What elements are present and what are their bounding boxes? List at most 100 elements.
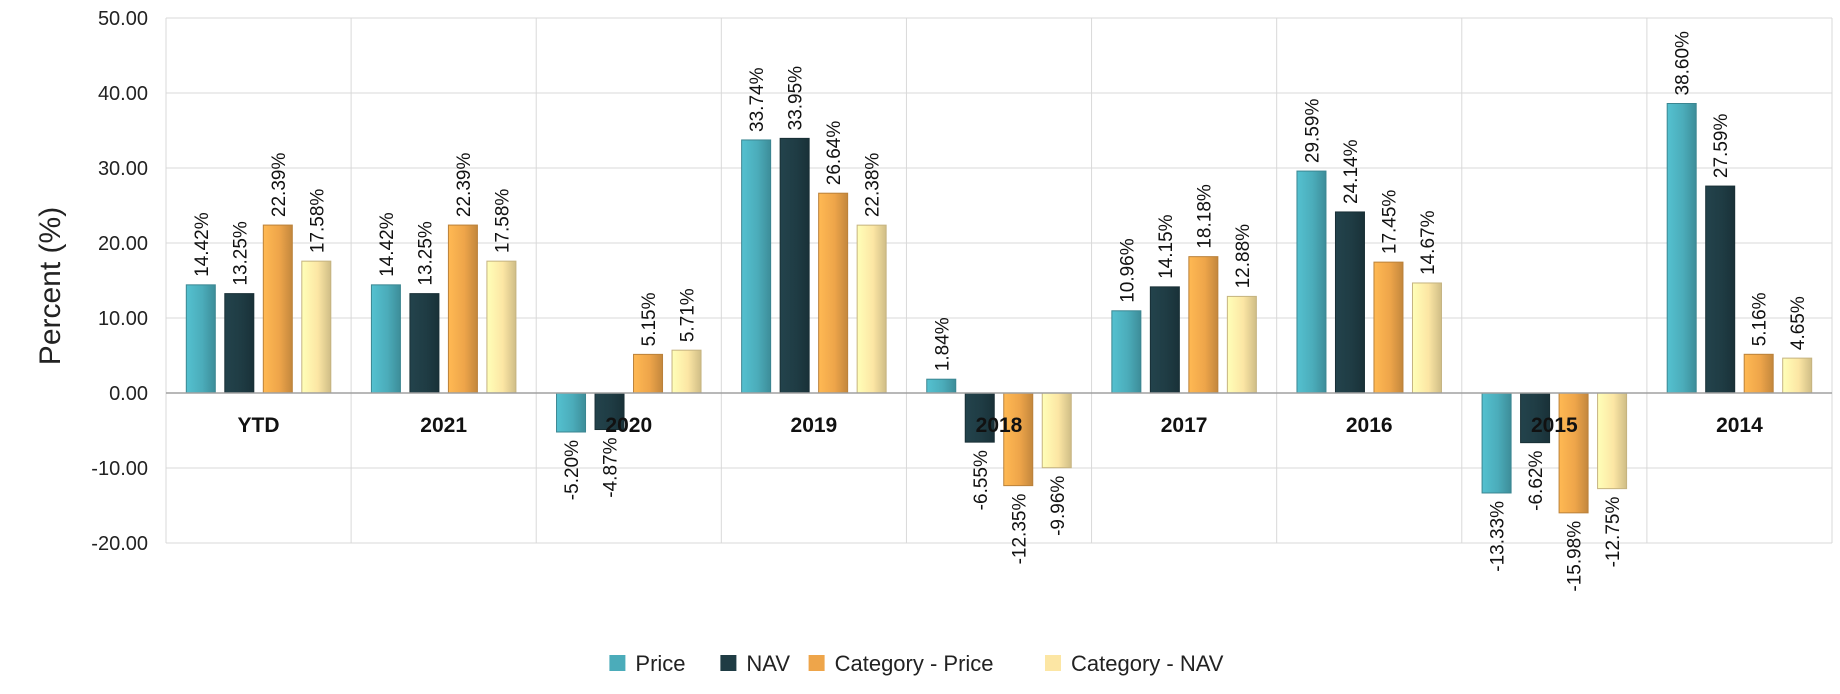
bar-price-2018 [926,378,957,394]
bar-nav-2017 [1149,286,1180,394]
legend: Price NAV Category - Price Category - NAV [609,651,1224,676]
legend-label: Category - NAV [1071,651,1224,676]
bar-category-nav-2019 [856,224,887,394]
legend-swatch [808,655,825,671]
x-category-label: 2017 [1161,414,1208,437]
bar-category-nav-2016 [1411,282,1442,394]
y-tick-label: 30.00 [98,158,148,180]
data-label: -9.96% [1048,476,1069,536]
data-label: -4.87% [601,437,622,497]
data-label: 22.39% [269,153,290,218]
data-label: 27.59% [1711,114,1732,179]
data-label: 10.96% [1117,238,1138,303]
bar-price-2017 [1111,310,1142,394]
bar-price-ytd [185,284,216,394]
bar-category-nav-2020 [671,349,702,394]
bar-category-price-2019 [818,192,849,394]
bar-nav-2016 [1334,211,1365,394]
data-label: 5.15% [639,292,660,346]
bar-price-2016 [1296,170,1327,394]
y-tick-label: 10.00 [98,308,148,330]
legend-swatch [720,655,737,671]
data-label: -15.98% [1565,521,1586,592]
data-labels: 14.42% 13.25% 22.39% 17.58% 14.42% 13.25% 22.3… [192,31,1809,592]
data-label: -6.62% [1526,451,1547,511]
data-label: 14.15% [1156,214,1177,279]
data-label: 13.25% [230,221,251,286]
x-category-label: 2020 [605,414,652,437]
legend-label: Category - Price [835,651,994,676]
data-label: 22.38% [863,153,884,218]
axes: 50.00 40.00 30.00 20.00 10.00 0.00 -10.00 -20.0… [91,8,1832,555]
legend-item-category-nav[interactable]: Category - NAV [1045,651,1224,676]
bar-price-2019 [741,139,772,394]
y-tick-label: -10.00 [91,458,148,480]
bar-category-price-2020 [633,353,664,394]
bars [185,103,1813,514]
data-label: -12.35% [1009,494,1030,565]
data-label: 18.18% [1194,184,1215,249]
data-label: 24.14% [1341,139,1362,204]
bar-category-nav-2015 [1597,392,1628,490]
bar-category-price-2018 [1003,392,1034,487]
x-category-label: 2021 [420,414,467,437]
data-label: 22.39% [454,153,475,218]
bar-price-2015 [1481,392,1512,494]
data-label: 4.65% [1788,296,1809,350]
data-label: 17.45% [1379,190,1400,255]
legend-label: NAV [746,651,790,676]
data-label: 1.84% [932,317,953,371]
data-label: 5.71% [678,288,699,342]
legend-label: Price [635,651,685,676]
data-label: 33.74% [747,67,768,132]
data-label: 26.64% [824,121,845,186]
bar-nav-ytd [224,293,255,394]
bar-category-price-2015 [1558,392,1589,514]
x-category-label: 2015 [1531,414,1578,437]
data-label: 14.42% [192,212,213,277]
bar-category-nav-2018 [1041,392,1072,469]
legend-item-nav[interactable]: NAV [720,651,790,676]
x-category-label: 2018 [976,414,1023,437]
bar-nav-2021 [409,293,440,394]
y-tick-label: 20.00 [98,233,148,255]
data-label: 14.42% [377,212,398,277]
bar-category-price-2017 [1188,256,1219,394]
bar-category-price-2021 [447,224,478,394]
data-label: 12.88% [1233,224,1254,289]
data-label: 13.25% [415,221,436,286]
data-label: 38.60% [1673,31,1694,96]
bar-price-2014 [1666,103,1697,394]
bar-nav-2019 [779,137,810,394]
data-label: -5.20% [562,440,583,500]
y-tick-label: 50.00 [98,8,148,30]
x-category-label: 2014 [1716,414,1763,437]
bar-category-nav-2017 [1226,295,1257,394]
legend-swatch [609,655,626,671]
data-label: 33.95% [786,66,807,131]
x-category-label: 2019 [791,414,838,437]
bar-category-price-2016 [1373,261,1404,394]
bar-category-nav-ytd [301,260,332,394]
legend-item-price[interactable]: Price [609,651,686,676]
y-tick-label: -20.00 [91,533,148,555]
data-label: -13.33% [1488,501,1509,572]
legend-swatch [1045,655,1061,671]
bar-category-price-2014 [1743,353,1774,394]
data-label: 17.58% [307,189,328,254]
data-label: 14.67% [1418,210,1439,275]
x-category-label: 2016 [1346,414,1393,437]
x-category-label: YTD [238,414,280,437]
y-tick-label: 40.00 [98,83,148,105]
bar-category-nav-2021 [486,260,517,394]
legend-item-category-price[interactable]: Category - Price [808,651,994,676]
data-label: -12.75% [1603,497,1624,568]
bar-price-2021 [370,284,401,394]
data-label: 5.16% [1750,292,1771,346]
data-label: 17.58% [492,189,513,254]
data-label: -6.55% [971,450,992,510]
bar-category-price-ytd [262,224,293,394]
y-axis-label: Percent (%) [34,207,67,365]
bar-price-2020 [556,392,587,433]
